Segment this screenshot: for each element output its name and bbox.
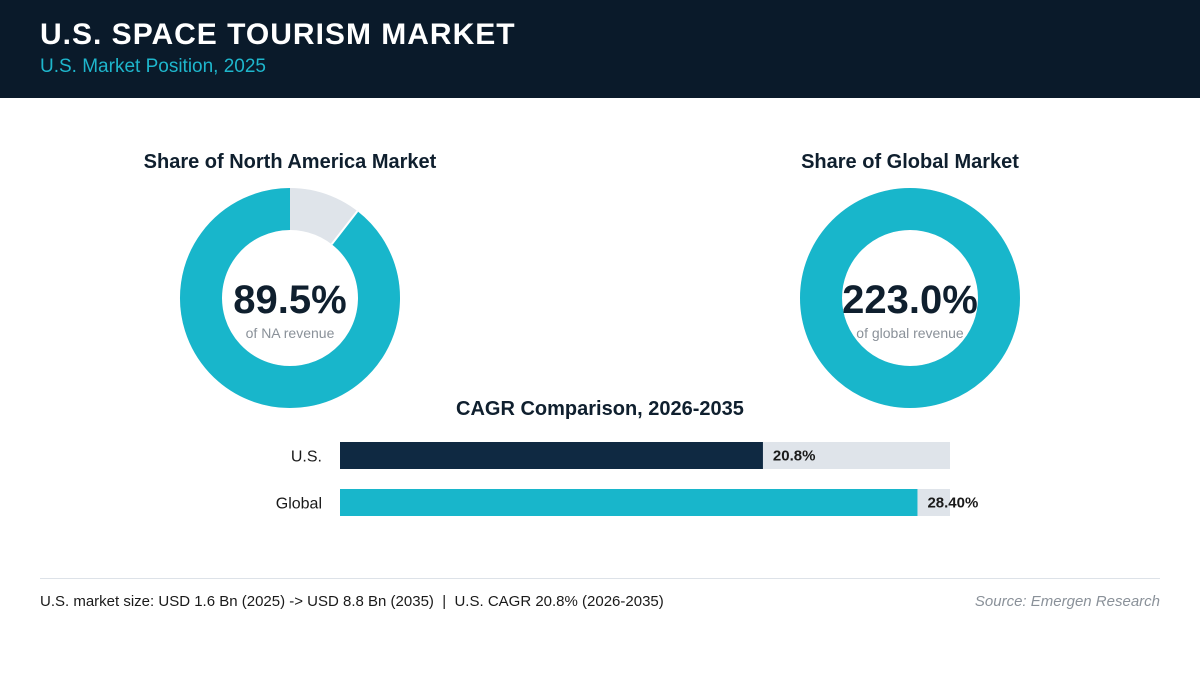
- footer-divider: [40, 578, 1160, 579]
- cagr-bar-global: [340, 489, 918, 516]
- cagr-value-label-global: 28.40%: [927, 495, 978, 512]
- cagr-bar-chart: U.S. 20.8% Global 28.40%: [276, 442, 978, 516]
- cagr-value-label-us: 20.8%: [773, 448, 816, 465]
- page-title: U.S. SPACE TOURISM MARKET: [40, 18, 516, 51]
- page-subtitle: U.S. Market Position, 2025: [40, 56, 266, 77]
- global-share-center-value: 223.0%: [842, 278, 978, 322]
- global-share-title: Share of Global Market: [801, 151, 1019, 173]
- na-share-separator: [330, 210, 359, 245]
- na-share-donut: 89.5% of NA revenue: [180, 188, 400, 408]
- na-share-center-label: of NA revenue: [246, 325, 335, 341]
- cagr-chart-title: CAGR Comparison, 2026-2035: [456, 398, 744, 420]
- header-bar: U.S. SPACE TOURISM MARKET U.S. Market Po…: [0, 0, 1200, 98]
- na-share-title: Share of North America Market: [143, 151, 437, 173]
- cagr-category-label-us: U.S.: [291, 449, 322, 466]
- cagr-category-label-global: Global: [276, 496, 322, 513]
- na-share-center-value: 89.5%: [233, 278, 346, 322]
- global-share-center-label: of global revenue: [856, 325, 964, 341]
- na-share-value-arc: [180, 188, 400, 408]
- footer-source: Source: Emergen Research: [974, 593, 1160, 610]
- global-share-value-arc: [800, 188, 1020, 408]
- footer-note: U.S. market size: USD 1.6 Bn (2025) -> U…: [40, 593, 664, 610]
- global-share-donut: 223.0% of global revenue: [800, 188, 1020, 408]
- cagr-bar-us: [340, 442, 763, 469]
